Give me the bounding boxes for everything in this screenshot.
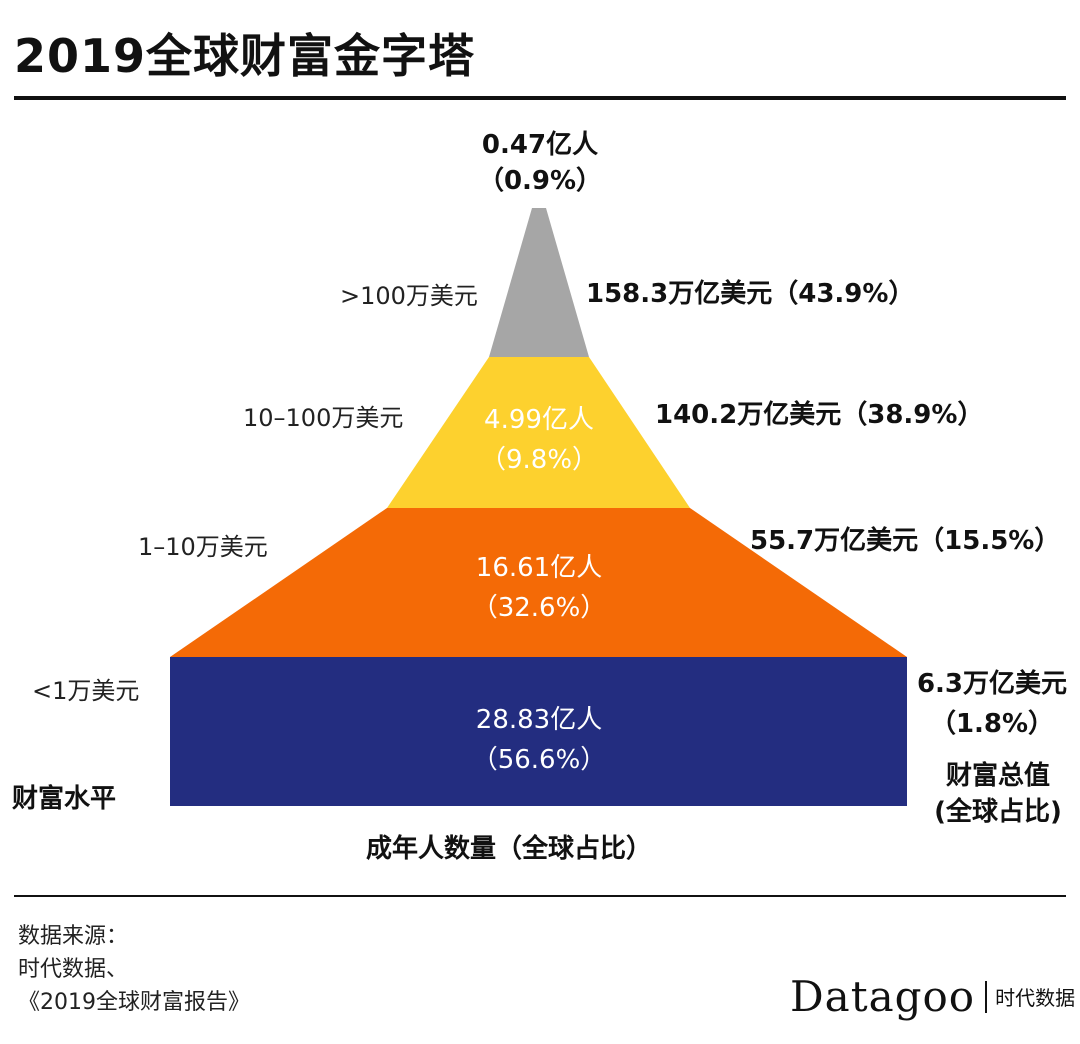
- brand-name: Datagoo: [790, 972, 976, 1021]
- tier-base-wealth-value: 6.3万亿美元: [916, 669, 1068, 699]
- tier-upper-adults-count: 4.99亿人: [484, 405, 594, 435]
- source-line-1: 数据来源：: [18, 924, 129, 949]
- tier-middle-wealth-total: 55.7万亿美元（15.5%）: [750, 526, 1061, 556]
- tier-upper-wealth-total: 140.2万亿美元（38.9%）: [655, 400, 984, 430]
- tier-middle-wealth-level: 1–10万美元: [138, 533, 268, 561]
- tier-upper-adults-share: （9.8%）: [479, 445, 599, 475]
- title-divider: [14, 96, 1066, 100]
- brand-cn: 时代数据: [995, 986, 1076, 1010]
- tier-base-adults-share: （56.6%）: [471, 745, 607, 775]
- tier-base-wealth-total: 6.3万亿美元 （1.8%）: [912, 664, 1072, 744]
- chart-title: 2019全球财富金字塔: [14, 29, 476, 83]
- tier-top-adults-share: （0.9%）: [477, 166, 603, 196]
- tier-top-adults-count: 0.47亿人: [481, 130, 599, 160]
- left-axis-label: 财富水平: [12, 784, 117, 814]
- tier-band-base: [170, 657, 907, 806]
- tier-middle-adults-share: （32.6%）: [471, 593, 607, 623]
- tier-band-top: [489, 208, 589, 357]
- source-line-2: 时代数据、: [18, 957, 129, 982]
- tier-middle-adults: 16.61亿人 （32.6%）: [439, 548, 639, 628]
- tier-middle-adults-count: 16.61亿人: [475, 553, 603, 583]
- tier-top-wealth-level: >100万美元: [340, 282, 478, 310]
- right-axis-label: 财富总值 (全球占比): [934, 761, 1062, 827]
- tier-base-wealth-level: <1万美元: [32, 677, 140, 705]
- tier-base-wealth-share: （1.8%）: [929, 709, 1055, 739]
- tier-base-adults-count: 28.83亿人: [475, 705, 603, 735]
- x-axis-label: 成年人数量（全球占比）: [366, 834, 653, 864]
- tier-band-upper: [387, 357, 690, 508]
- tier-band-middle: [170, 508, 907, 657]
- brand-logo: Datagoo 时代数据: [790, 972, 1075, 1021]
- source-note: 数据来源： 时代数据、 《2019全球财富报告》: [18, 920, 250, 1019]
- source-line-3: 《2019全球财富报告》: [18, 990, 250, 1015]
- tier-base-adults: 28.83亿人 （56.6%）: [439, 700, 639, 780]
- tier-upper-adults: 4.99亿人 （9.8%）: [439, 400, 639, 480]
- tier-upper-wealth-level: 10–100万美元: [243, 404, 404, 432]
- footer-divider: [14, 895, 1066, 897]
- brand-separator: [985, 980, 988, 1013]
- tier-top-adults: 0.47亿人 （0.9%）: [470, 127, 610, 199]
- tier-top-wealth-total: 158.3万亿美元（43.9%）: [586, 279, 915, 309]
